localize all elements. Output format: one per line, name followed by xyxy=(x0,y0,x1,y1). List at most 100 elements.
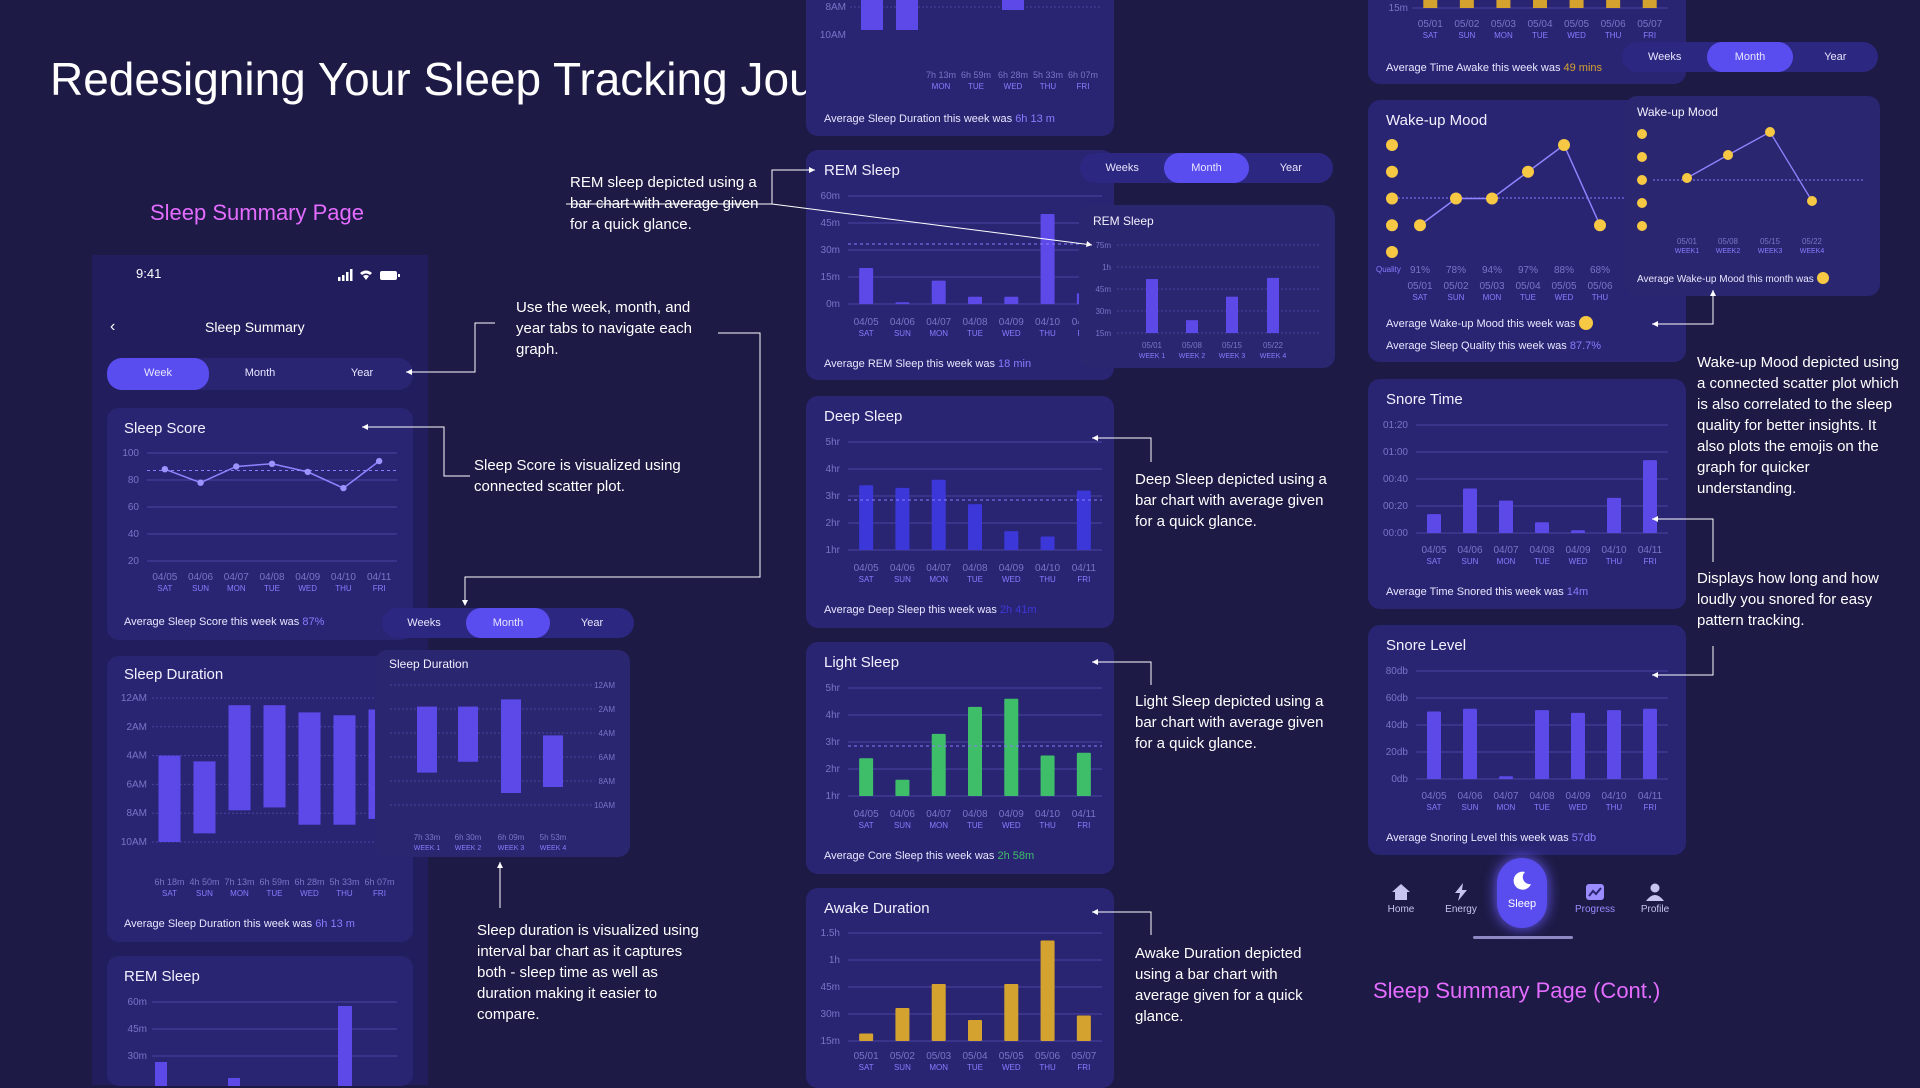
x-tick-label: 05/04 xyxy=(962,1051,987,1062)
tab-year[interactable]: Year xyxy=(1279,162,1302,174)
bar xyxy=(1040,940,1055,1041)
weekday-label: THU xyxy=(1039,821,1056,830)
tab-weeks[interactable]: Weeks xyxy=(1105,162,1139,174)
x-tick-label: 04/08 xyxy=(259,572,284,583)
light-sleep-card[interactable]: Light Sleep 5hr 4hr 3hr 2hr 1hr 04/05 SAT 04/06… xyxy=(806,642,1114,874)
x-tick-label: 04/09 xyxy=(999,563,1024,574)
section-title-cont: Sleep Summary Page (Cont.) xyxy=(1373,978,1661,1003)
x-tick-label: 04/10 xyxy=(1035,809,1060,820)
weekday-label: FRI xyxy=(373,889,386,898)
light-sleep-average: Average Core Sleep this week was 2h 58m xyxy=(824,850,1035,862)
nav-energy[interactable]: Energy xyxy=(1433,883,1489,915)
snore-time-card[interactable]: Snore Time 01:20 01:00 00:40 00:20 00:00 04/0… xyxy=(1368,379,1686,609)
weekday-label: MON xyxy=(929,575,948,584)
bottom-nav: Home Energy Sleep Progress Profile xyxy=(1368,855,1686,941)
awake-card[interactable]: Awake Duration 1.5h 1h 45m 30m 15m 05/01 SAT 05… xyxy=(806,888,1114,1088)
tab-weeks[interactable]: Weeks xyxy=(407,617,441,629)
tab-month[interactable]: Month xyxy=(244,367,276,379)
bar xyxy=(895,779,910,796)
tab-year[interactable]: Year xyxy=(350,367,374,379)
x-tick-label: 04/10 xyxy=(1035,317,1060,328)
weekday-label: FRI xyxy=(1077,575,1090,584)
top-duration-card[interactable]: 8AM 10AM 7h 13m MON 6h 59m TUE 6h 28m WED 5h 33m… xyxy=(806,0,1114,136)
tab-year[interactable]: Year xyxy=(1824,51,1847,63)
y-tick-label: 45m xyxy=(821,982,840,993)
weekday-label: TUE xyxy=(264,584,280,593)
weekday-label: TUE xyxy=(1534,557,1550,566)
bar xyxy=(895,487,910,550)
x-tick-label: 05/01 xyxy=(1407,281,1432,292)
x-tick-label: 04/06 xyxy=(890,563,915,574)
x-tick-label: 05/02 xyxy=(1454,19,1479,30)
y-tick-label: 20 xyxy=(128,556,140,567)
emoji-icon xyxy=(1637,221,1647,231)
quality-value: 97% xyxy=(1518,265,1538,276)
x-tick-label: 04/08 xyxy=(1529,791,1554,802)
x-tick-label: 04/06 xyxy=(890,317,915,328)
tab-weeks[interactable]: Weeks xyxy=(1647,51,1682,63)
x-tick-label: 04/05 xyxy=(854,809,879,820)
back-chevron-icon[interactable]: ‹ xyxy=(110,318,116,335)
bar xyxy=(1226,296,1238,333)
bar xyxy=(1004,984,1019,1041)
weekday-label: FRI xyxy=(1077,82,1090,91)
y-tick-label: 0db xyxy=(1391,774,1408,785)
x-tick-label: 04/08 xyxy=(962,809,987,820)
sleep-score-card[interactable]: Sleep Score 100 80 60 40 20 04/05 SAT 04/06 SUN 0… xyxy=(107,408,413,640)
x-tick-label: 05/01 xyxy=(1418,19,1443,30)
weekday-label: SUN xyxy=(894,821,911,830)
y-tick-label: 45m xyxy=(128,1024,147,1035)
rem-month-card[interactable]: REM Sleep 75m 1h 45m 30m 15m 05/01 WEEK 1 05/08… xyxy=(1079,205,1335,368)
nav-progress[interactable]: Progress xyxy=(1567,883,1623,915)
nav-profile[interactable]: Profile xyxy=(1627,883,1683,915)
weekday-label: SUN xyxy=(1462,803,1479,812)
rem-phone-card[interactable]: REM Sleep 60m 45m 30m xyxy=(107,956,413,1086)
x-tick-label: 04/10 xyxy=(331,572,356,583)
tab-week[interactable]: Week xyxy=(107,358,209,390)
bar xyxy=(1004,296,1019,304)
awake-top-average: Average Time Awake this week was 49 mins xyxy=(1386,62,1603,74)
tab-month[interactable]: Month xyxy=(466,608,550,638)
snore-level-card[interactable]: Snore Level 80db 60db 40db 20db 0db 04/05 SAT 0… xyxy=(1368,625,1686,855)
weekday-label: FRI xyxy=(1644,557,1657,566)
duration-label: 5h 33m xyxy=(1033,70,1063,80)
x-tick-label: 04/09 xyxy=(999,317,1024,328)
y-tick-label: 15m xyxy=(821,272,840,283)
sleep-duration-card[interactable]: Sleep Duration 12AM 2AM 4AM 6AM 8AM 10AM 6h 18… xyxy=(107,656,413,942)
weekday-label: THU xyxy=(1606,803,1623,812)
weekday-label: SUN xyxy=(1462,557,1479,566)
emoji-icon xyxy=(1386,219,1398,232)
y-tick-label: 6AM xyxy=(126,779,147,790)
rem-card[interactable]: REM Sleep 60m 45m 30m 15m 0m 04/05 SAT 04/06 SUN… xyxy=(806,150,1114,380)
tab-month[interactable]: Month xyxy=(1164,153,1249,183)
duration-label: 6h 30m xyxy=(455,833,482,842)
interval-bar xyxy=(333,715,356,825)
y-tick-label: 5hr xyxy=(826,683,841,694)
emoji-icon xyxy=(1578,316,1593,330)
interval-bar xyxy=(417,706,437,773)
tab-year[interactable]: Year xyxy=(580,617,604,629)
bar xyxy=(1040,755,1055,796)
y-tick-label: 15m xyxy=(1389,3,1408,14)
duration-label: 4h 50m xyxy=(189,877,219,887)
phone-header-title: Sleep Summary xyxy=(205,319,305,335)
nav-home[interactable]: Home xyxy=(1373,883,1429,915)
weekday-label: SAT xyxy=(859,575,874,584)
sleep-duration-month-card[interactable]: Sleep Duration 12AM 2AM 4AM 6AM 8AM 10AM 7h 33… xyxy=(375,650,630,857)
duration-label: 6h 28m xyxy=(294,877,324,887)
duration-label: 6h 09m xyxy=(498,833,525,842)
tab-month[interactable]: Month xyxy=(1707,42,1793,72)
bar xyxy=(968,504,982,550)
y-tick-label: 00:00 xyxy=(1383,528,1408,539)
weekday-label: MON xyxy=(1483,293,1502,302)
nav-sleep[interactable]: Sleep xyxy=(1497,858,1547,928)
mood-month-card[interactable]: Wake-up Mood 05/01 WEEK1 05/08 WEEK2 05/15 WE… xyxy=(1625,96,1880,296)
quality-value: 88% xyxy=(1554,265,1574,276)
deep-sleep-card[interactable]: Deep Sleep 5hr 4hr 3hr 2hr 1hr 04/05 SAT 04/06 S… xyxy=(806,396,1114,628)
home-indicator xyxy=(1473,936,1573,939)
profile-icon xyxy=(1646,883,1664,901)
x-tick-label: 04/05 xyxy=(1421,545,1446,556)
weekday-label: WED xyxy=(1002,821,1021,830)
